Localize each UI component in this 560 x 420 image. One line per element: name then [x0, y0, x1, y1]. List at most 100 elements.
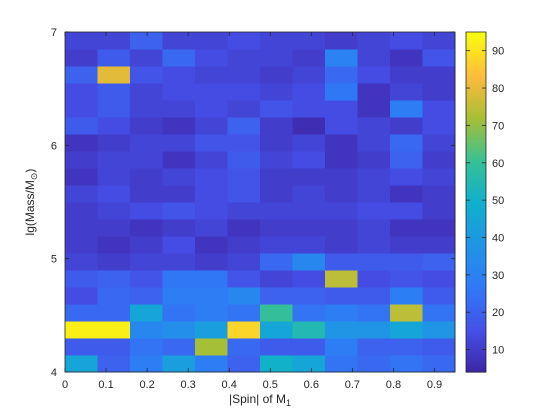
heatmap-cell — [324, 49, 358, 67]
colorbar-segment — [466, 275, 486, 280]
heatmap-cell — [390, 253, 423, 271]
heatmap-cell — [227, 253, 261, 271]
colorbar-segment — [466, 182, 486, 186]
heatmap-cell — [227, 287, 261, 305]
heatmap-cell — [390, 338, 423, 356]
colorbar-segment — [466, 68, 486, 73]
heatmap-cell — [65, 151, 99, 169]
heatmap-cell — [227, 66, 261, 84]
colorbar-segment — [466, 60, 486, 64]
heatmap-cell — [129, 117, 163, 135]
colorbar-segment — [466, 352, 486, 356]
heatmap-cell — [227, 270, 261, 288]
heatmap-cell — [162, 151, 196, 169]
colorbar-segment — [466, 216, 486, 220]
heatmap-cell — [65, 83, 99, 101]
colorbar-segment — [466, 66, 486, 70]
heatmap-cell — [195, 83, 228, 101]
heatmap-cell — [422, 32, 456, 50]
colorbar-segment — [466, 284, 486, 288]
colorbar-segment — [466, 131, 486, 135]
x-tick-label: 0.6 — [304, 379, 319, 391]
colorbar-segment — [466, 156, 486, 161]
heatmap-cell — [195, 168, 228, 186]
colorbar-segment — [466, 88, 486, 93]
heatmap-cell — [422, 168, 456, 186]
colorbar-segment — [466, 193, 486, 197]
colorbar-segment — [466, 326, 486, 331]
colorbar-segment — [466, 40, 486, 44]
heatmap-cell — [422, 321, 456, 339]
heatmap-cell — [390, 32, 423, 50]
colorbar-segment — [466, 196, 486, 200]
heatmap-cell — [162, 236, 196, 254]
heatmap-cell — [97, 304, 131, 322]
colorbar-frame — [465, 31, 487, 373]
heatmap-cell — [260, 236, 294, 254]
heatmap-cell — [97, 151, 131, 169]
colorbar-segment — [466, 318, 486, 322]
colorbar-segment — [466, 162, 486, 166]
colorbar-segment — [466, 267, 486, 271]
heatmap-cell — [260, 168, 294, 186]
heatmap-cell — [292, 83, 326, 101]
heatmap-cell — [260, 117, 294, 135]
heatmap-cell — [260, 134, 294, 152]
heatmap-cell — [357, 287, 391, 305]
heatmap-cell — [357, 49, 391, 67]
y-tick-label: 4 — [51, 367, 57, 379]
heatmap-cell — [324, 66, 358, 84]
heatmap-cell — [227, 117, 261, 135]
heatmap-cell — [162, 134, 196, 152]
x-axis-label-main: |Spin| of M — [229, 392, 286, 406]
heatmap-cell — [390, 134, 423, 152]
heatmap-cell — [162, 304, 196, 322]
colorbar-segment — [466, 148, 486, 152]
heatmap-cell — [292, 100, 326, 118]
heatmap-cell — [227, 236, 261, 254]
heatmap-cell — [129, 304, 163, 322]
colorbar-segment — [466, 204, 486, 209]
heatmap-cell — [260, 287, 294, 305]
heatmap-cell — [422, 66, 456, 84]
colorbar-tick-label: 60 — [492, 158, 504, 170]
heatmap-cell — [357, 355, 391, 373]
heatmap-cell — [260, 185, 294, 203]
heatmap-cell — [324, 117, 358, 135]
heatmap-cell — [97, 168, 131, 186]
colorbar-segment — [466, 312, 486, 316]
heatmap-cell — [422, 287, 456, 305]
heatmap-cell — [195, 355, 228, 373]
heatmap-cell — [195, 253, 228, 271]
colorbar-segment — [466, 210, 486, 214]
heatmap-cell — [422, 185, 456, 203]
heatmap-cell — [97, 117, 131, 135]
heatmap-cell — [129, 100, 163, 118]
colorbar-segment — [466, 292, 486, 297]
colorbar-segment — [466, 329, 486, 333]
colorbar-segment — [466, 258, 486, 263]
heatmap-cell — [292, 32, 326, 50]
heatmap-cell — [292, 355, 326, 373]
heatmap-cell — [260, 100, 294, 118]
colorbar-segment — [466, 304, 486, 308]
x-tick-label: 0.8 — [386, 379, 401, 391]
colorbar-segment — [466, 165, 486, 169]
heatmap-cell — [422, 134, 456, 152]
colorbar-segment — [466, 111, 486, 115]
heatmap-cell — [129, 287, 163, 305]
colorbar-segment — [466, 321, 486, 325]
heatmap-cell — [227, 32, 261, 50]
x-axis-label-subscript: 1 — [286, 398, 291, 408]
heatmap-cell — [227, 185, 261, 203]
heatmap-cell — [292, 219, 326, 237]
colorbar-tick-label: 70 — [492, 120, 504, 132]
colorbar-tick-label: 90 — [492, 46, 504, 58]
heatmap-cell — [357, 270, 391, 288]
colorbar-segment — [466, 199, 486, 203]
colorbar-segment — [466, 289, 486, 294]
colorbar-segment — [466, 366, 486, 370]
colorbar-segment — [466, 122, 486, 127]
heatmap-cell — [195, 236, 228, 254]
colorbar-segment — [466, 272, 486, 277]
